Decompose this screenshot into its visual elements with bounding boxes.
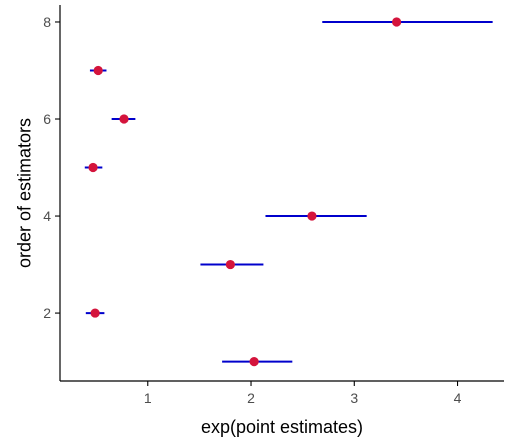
point-3 xyxy=(225,259,235,270)
y-tick-label: 8 xyxy=(43,14,51,30)
point-5 xyxy=(88,162,98,173)
y-tick-label: 6 xyxy=(43,111,51,127)
x-axis-title: exp(point estimates) xyxy=(201,417,363,437)
y-axis-title: order of estimators xyxy=(14,118,34,268)
x-axis-ticks: 1 2 3 4 xyxy=(144,381,462,406)
x-tick-label: 2 xyxy=(247,390,255,406)
point-6 xyxy=(119,114,129,124)
x-tick-label: 4 xyxy=(454,390,462,406)
point-layer xyxy=(88,17,402,367)
x-tick-label: 3 xyxy=(350,390,358,406)
point-8 xyxy=(392,17,402,27)
point-4 xyxy=(307,211,317,221)
y-tick-label: 4 xyxy=(43,208,51,224)
point-2 xyxy=(90,308,100,318)
point-1 xyxy=(249,356,259,367)
y-tick-label: 2 xyxy=(43,305,51,321)
y-axis-ticks: 2 4 6 8 xyxy=(43,14,60,321)
point-7 xyxy=(93,65,103,76)
interval-layer xyxy=(84,20,493,363)
x-tick-label: 1 xyxy=(144,390,152,406)
